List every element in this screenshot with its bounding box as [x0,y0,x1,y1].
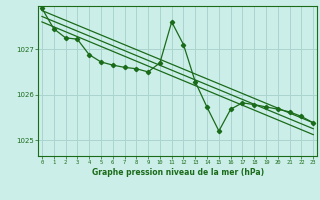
X-axis label: Graphe pression niveau de la mer (hPa): Graphe pression niveau de la mer (hPa) [92,168,264,177]
